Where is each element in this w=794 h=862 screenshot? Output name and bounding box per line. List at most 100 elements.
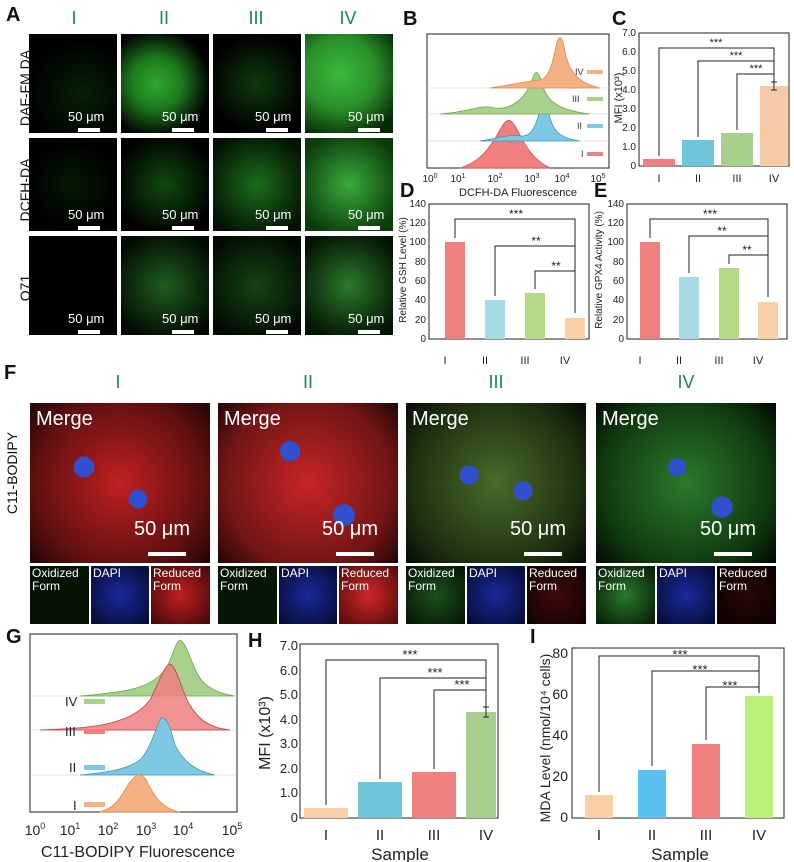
svg-text:40: 40 [415, 295, 427, 306]
image-f-reduced-iii: Reduced Form [527, 566, 586, 624]
svg-text:I: I [657, 173, 660, 185]
scale-bar-label: 50 μm [255, 109, 292, 124]
svg-text:120: 120 [409, 218, 426, 229]
svg-text:103: 103 [524, 173, 539, 185]
group-label-f-iv: IV [677, 372, 695, 392]
svg-text:0: 0 [630, 161, 636, 172]
merge-label: Merge [602, 408, 659, 430]
svg-text:IV: IV [752, 827, 766, 844]
svg-text:102: 102 [487, 173, 502, 185]
scale-bar-label: 50 μm [162, 311, 199, 326]
svg-text:101: 101 [60, 821, 81, 838]
svg-text:***: *** [454, 677, 469, 692]
svg-text:1.0: 1.0 [622, 142, 636, 153]
svg-text:80: 80 [552, 645, 568, 661]
svg-text:5.0: 5.0 [622, 66, 636, 77]
svg-text:II: II [695, 173, 701, 185]
panel-label-e: E [594, 180, 608, 202]
row-label-c11: C11-BODIPY [4, 431, 20, 515]
image-f-dapi-iv: DAPI [657, 566, 715, 624]
scale-bar-label: 50 μm [348, 109, 385, 124]
image-a-daf-iv [305, 34, 393, 133]
legend-iii-label: III [572, 94, 580, 104]
merge-label: Merge [224, 408, 281, 430]
scale-bar [78, 330, 100, 334]
panel-label-h: H [248, 630, 263, 652]
svg-text:**: ** [531, 234, 541, 248]
svg-text:III: III [65, 724, 76, 739]
svg-text:60: 60 [613, 276, 625, 287]
svg-text:II: II [482, 355, 488, 367]
svg-text:IV: IV [65, 694, 78, 709]
svg-text:6.0: 6.0 [280, 663, 298, 678]
scale-bar [172, 226, 194, 230]
image-f-reduced-i: Reduced Form [151, 566, 210, 624]
bar-iv [760, 86, 788, 166]
scale-bar-label: 50 μm [510, 518, 566, 540]
group-label-iii: III [248, 8, 264, 28]
panel-label-c: C [612, 8, 627, 30]
svg-text:I: I [638, 355, 641, 367]
image-a-dcfh-iv [305, 138, 393, 231]
image-f-merge-iv [596, 403, 776, 563]
svg-text:IV: IV [479, 827, 493, 844]
svg-text:Relative GPX4 Activity (%): Relative GPX4 Activity (%) [594, 211, 605, 329]
image-a-o71-iv [305, 236, 393, 335]
scale-bar-label: 50 μm [700, 518, 756, 540]
group-label-ii: II [158, 8, 169, 28]
scale-bar-label: 50 μm [255, 311, 292, 326]
svg-text:**: ** [717, 224, 727, 238]
svg-text:***: *** [509, 207, 523, 221]
svg-text:7.0: 7.0 [622, 28, 636, 39]
scale-bar [172, 330, 194, 334]
svg-text:MDA Level (nmol/10⁴ cells): MDA Level (nmol/10⁴ cells) [537, 654, 553, 823]
svg-text:100: 100 [607, 237, 624, 248]
image-f-dapi-ii: DAPI [279, 566, 337, 624]
svg-text:III: III [520, 355, 529, 367]
image-f-oxidized-iv: Oxidized Form [596, 566, 655, 624]
svg-text:II: II [676, 355, 682, 367]
svg-text:140: 140 [409, 200, 426, 210]
svg-text:IV: IV [753, 355, 764, 367]
scale-bar [172, 128, 194, 132]
svg-text:***: *** [672, 647, 687, 662]
svg-text:60: 60 [552, 686, 568, 702]
image-f-oxidized-i: Oxidized Form [30, 566, 89, 624]
scale-bar-label: 50 μm [134, 518, 190, 540]
svg-text:IV: IV [769, 173, 780, 185]
panel-label-b: B [403, 8, 418, 30]
svg-text:104: 104 [554, 173, 569, 185]
image-f-reduced-ii: Reduced Form [339, 566, 398, 624]
group-label-i: I [71, 8, 77, 28]
image-a-o71-iii [213, 236, 301, 335]
scale-bar-label: 50 μm [68, 109, 105, 124]
histogram-series-iv [79, 639, 236, 697]
histogram-series-ii [79, 717, 216, 776]
svg-text:Relative GSH Level (%): Relative GSH Level (%) [398, 217, 409, 323]
image-a-daf-i [29, 34, 117, 133]
svg-text:80: 80 [415, 257, 427, 268]
category-axis-de: I II III IV I II III IV [443, 355, 764, 367]
bar-chart-h: MFI (x10³) 0 1.0 2.0 3.0 4.0 5.0 6.0 7.0 *** *… [257, 638, 499, 862]
bar-chart-d: Relative GSH Level (%) 0 20 40 60 80 100 120 1… [398, 200, 590, 345]
scale-bar-label: 50 μm [322, 518, 378, 540]
svg-text:0: 0 [560, 809, 568, 825]
legend-ii-swatch [587, 124, 603, 128]
svg-text:40: 40 [613, 295, 625, 306]
panel-label-a: A [6, 4, 21, 26]
scale-bar [358, 330, 380, 334]
svg-text:140: 140 [607, 200, 624, 210]
svg-text:III: III [700, 827, 713, 844]
scale-bar-label: 50 μm [162, 109, 199, 124]
bar-chart-e: Relative GPX4 Activity (%) 0 20 40 60 80 100… [594, 200, 788, 345]
image-f-reduced-iv: Reduced Form [717, 566, 776, 624]
svg-text:***: *** [750, 63, 764, 75]
scale-bar-label: 50 μm [68, 207, 105, 222]
image-f-oxidized-ii: Oxidized Form [218, 566, 277, 624]
svg-text:**: ** [742, 243, 752, 257]
scale-bar [266, 128, 288, 132]
svg-text:7.0: 7.0 [280, 638, 298, 653]
image-f-merge-ii [218, 403, 398, 563]
svg-text:***: *** [402, 647, 417, 662]
panel-label-g: G [6, 626, 22, 648]
